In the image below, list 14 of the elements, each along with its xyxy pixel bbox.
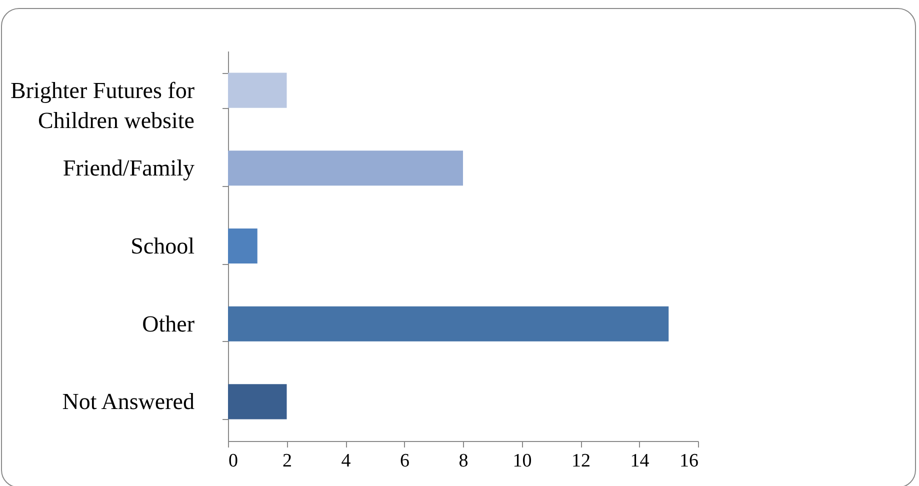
- y-tick-label: Friend/Family: [62, 156, 195, 181]
- x-tick-label: 10: [512, 450, 532, 472]
- y-tick-label: Brighter Futures for Children website: [10, 78, 195, 133]
- x-tick-label: 12: [572, 450, 590, 472]
- x-tick-label: 0: [228, 450, 238, 472]
- x-tick-label: 14: [630, 450, 650, 472]
- x-tick-label: 16: [680, 450, 698, 472]
- y-tick-label: Other: [142, 311, 195, 336]
- x-tick-label: 4: [341, 450, 352, 472]
- x-tick-label: 8: [458, 450, 468, 472]
- y-tick-label: Not Answered: [62, 389, 195, 414]
- y-tick-label: School: [130, 234, 194, 258]
- x-tick-label: 6: [400, 450, 410, 472]
- x-tick-label: 2: [282, 450, 292, 472]
